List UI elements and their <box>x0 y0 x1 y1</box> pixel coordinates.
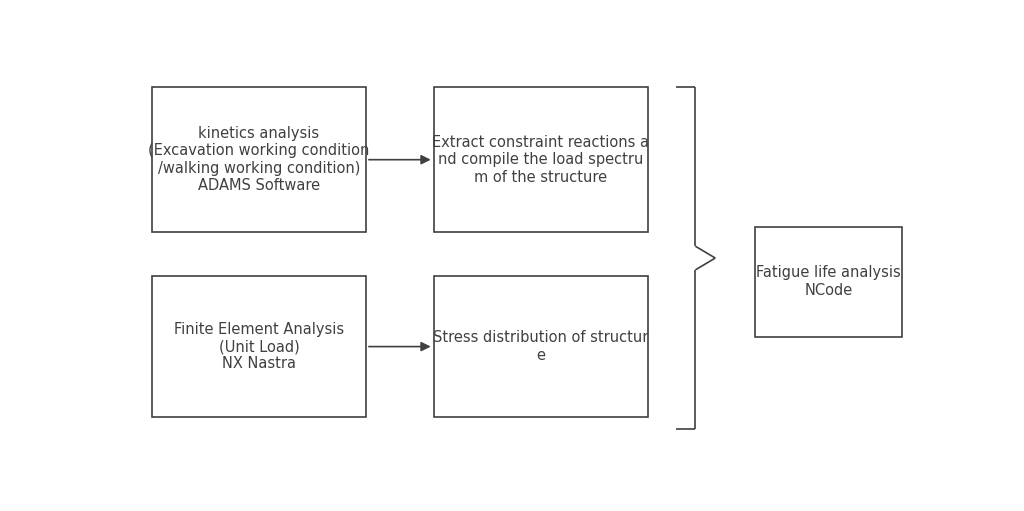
Text: Finite Element Analysis
(Unit Load)
NX Nastra: Finite Element Analysis (Unit Load) NX N… <box>174 322 344 371</box>
FancyBboxPatch shape <box>433 276 648 417</box>
Text: Extract constraint reactions a
nd compile the load spectru
m of the structure: Extract constraint reactions a nd compil… <box>432 135 649 184</box>
FancyBboxPatch shape <box>152 276 367 417</box>
FancyBboxPatch shape <box>755 226 902 337</box>
Text: Stress distribution of structur
e: Stress distribution of structur e <box>433 331 648 363</box>
Text: kinetics analysis
(Excavation working condition
/walking working condition)
ADAM: kinetics analysis (Excavation working co… <box>148 126 370 193</box>
FancyBboxPatch shape <box>433 87 648 233</box>
Text: Fatigue life analysis
NCode: Fatigue life analysis NCode <box>756 265 901 298</box>
FancyBboxPatch shape <box>152 87 367 233</box>
